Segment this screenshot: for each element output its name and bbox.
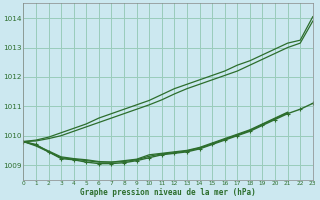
X-axis label: Graphe pression niveau de la mer (hPa): Graphe pression niveau de la mer (hPa) (80, 188, 256, 197)
